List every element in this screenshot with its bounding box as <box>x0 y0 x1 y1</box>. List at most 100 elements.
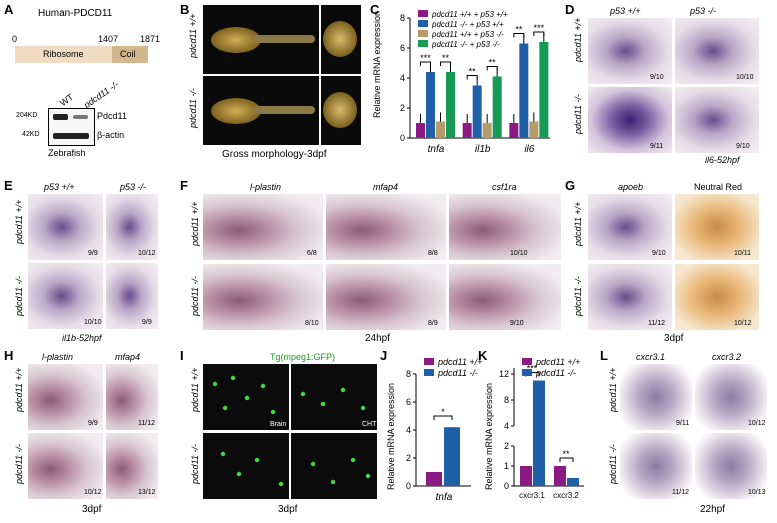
panel-label-a: A <box>4 2 14 17</box>
panel-label-c: C <box>370 2 380 17</box>
c-sig-label: *** <box>534 23 545 33</box>
h-caption: 3dpf <box>82 504 102 515</box>
c-sig-label: ** <box>489 58 497 68</box>
l-col2: cxcr3.2 <box>712 352 742 362</box>
gfp-cell <box>365 473 371 479</box>
gfp-cell <box>300 391 306 397</box>
k-sig-label: *** <box>527 364 538 374</box>
c-sig-label: ** <box>442 53 450 63</box>
b-image-wt-zoom <box>321 5 361 74</box>
c-sig-bracket <box>486 66 498 71</box>
j-bar <box>444 427 460 486</box>
j-legend-swatch <box>424 358 434 365</box>
k-ytick-label: 0 <box>504 481 509 491</box>
d-image-4 <box>675 87 759 153</box>
g-col2: Neutral Red <box>694 182 743 192</box>
gfp-cell <box>310 461 316 467</box>
e-count-1: 9/9 <box>88 250 98 257</box>
d-image-3 <box>588 87 672 153</box>
b-image-wt-full <box>203 5 319 74</box>
d-row2: pdcd11 -/- <box>573 94 583 134</box>
k-ytick-label: 2 <box>504 441 509 451</box>
h-col2: mfap4 <box>115 352 141 362</box>
f-row2: pdcd11 -/- <box>190 276 200 316</box>
western-blot <box>48 108 95 146</box>
k-legend-label: pdcd11 +/+ <box>535 357 580 367</box>
c-bar <box>462 123 472 138</box>
panel-label-g: G <box>565 178 576 193</box>
panel-label-k: K <box>478 348 488 363</box>
g-row2: pdcd11 -/- <box>573 276 583 316</box>
e-caption: il1b-52hpf <box>62 333 102 343</box>
gfp-cell <box>260 383 266 389</box>
i-caption: 3dpf <box>278 504 298 515</box>
gfp-cell <box>220 451 226 457</box>
e-count-2: 10/12 <box>138 250 156 257</box>
c-ytick-label: 0 <box>400 133 405 143</box>
panel-label-h: H <box>4 348 14 363</box>
i-image-3 <box>203 433 289 499</box>
h-count-3: 10/12 <box>84 489 102 496</box>
l-image-1 <box>620 364 692 430</box>
wb-wt-label: WT <box>58 91 76 109</box>
f-caption: 24hpf <box>365 333 391 344</box>
g-caption: 3dpf <box>664 333 684 344</box>
d-image-2 <box>675 18 759 84</box>
j-xtick-label: tnfa <box>436 492 453 503</box>
j-ytick-label: 6 <box>406 397 411 407</box>
k-bar <box>554 466 566 486</box>
c-ytick-label: 8 <box>400 13 405 23</box>
f-image-6 <box>449 264 561 330</box>
c-legend-label: pdcd11 -/- + p53 -/- <box>431 40 500 49</box>
k-xtick-label: cxcr3.1 <box>519 491 545 500</box>
species-label: Zebrafish <box>48 148 86 158</box>
e-count-3: 10/10 <box>84 319 102 326</box>
d-col1: p53 +/+ <box>610 6 641 16</box>
k-legend-label: pdcd11 -/- <box>535 368 576 378</box>
j-ytick-label: 4 <box>406 425 411 435</box>
c-bar <box>446 72 455 138</box>
wb-ko-label: pdcd11 -/- <box>82 79 121 111</box>
b-row1: pdcd11 +/+ <box>188 13 198 58</box>
i-image-4 <box>291 433 377 499</box>
f-count-5: 8/9 <box>428 320 438 327</box>
c-ytick-label: 4 <box>400 73 405 83</box>
g-image-4 <box>675 264 759 330</box>
c-legend-swatch <box>418 20 428 27</box>
c-legend-swatch <box>418 30 428 37</box>
d-count-2: 10/10 <box>736 74 754 81</box>
f-col3: csf1ra <box>492 182 517 192</box>
i-title: Tg(mpeg1:GFP) <box>270 352 336 362</box>
gfp-cell <box>340 387 346 393</box>
g-count-2: 10/11 <box>734 250 751 257</box>
c-xtick-label: il1b <box>475 144 491 155</box>
c-legend-label: pdcd11 +/+ + p53 +/+ <box>431 10 508 19</box>
f-count-1: 6/8 <box>307 250 317 257</box>
l-count-3: 11/12 <box>672 489 689 496</box>
f-count-4: 8/10 <box>305 320 319 327</box>
h-image-4 <box>106 433 158 499</box>
domain-pos-2: 1871 <box>140 34 161 44</box>
h-image-1 <box>28 364 103 430</box>
l-image-2 <box>695 364 767 430</box>
d-count-4: 9/10 <box>736 143 750 150</box>
c-bar <box>519 43 529 138</box>
g-row1: pdcd11 +/+ <box>573 201 583 246</box>
gfp-cell <box>236 471 242 477</box>
j-legend-label: pdcd11 +/+ <box>437 357 482 367</box>
f-image-1 <box>203 194 323 260</box>
e-col2: p53 -/- <box>120 182 147 192</box>
k-ytick-label: 8 <box>504 395 509 405</box>
c-sig-bracket <box>513 33 525 38</box>
j-ytick-label: 2 <box>406 453 411 463</box>
h-image-3 <box>28 433 103 499</box>
gfp-cell <box>222 405 228 411</box>
b-image-ko-zoom <box>321 76 361 145</box>
c-bar <box>492 76 502 138</box>
g-col1: apoeb <box>618 182 644 192</box>
k-bar <box>567 478 579 486</box>
d-count-1: 9/10 <box>650 74 664 81</box>
coil-domain: Coil <box>112 46 148 63</box>
k-ytick-label: 4 <box>504 421 509 431</box>
c-bar <box>426 72 435 138</box>
